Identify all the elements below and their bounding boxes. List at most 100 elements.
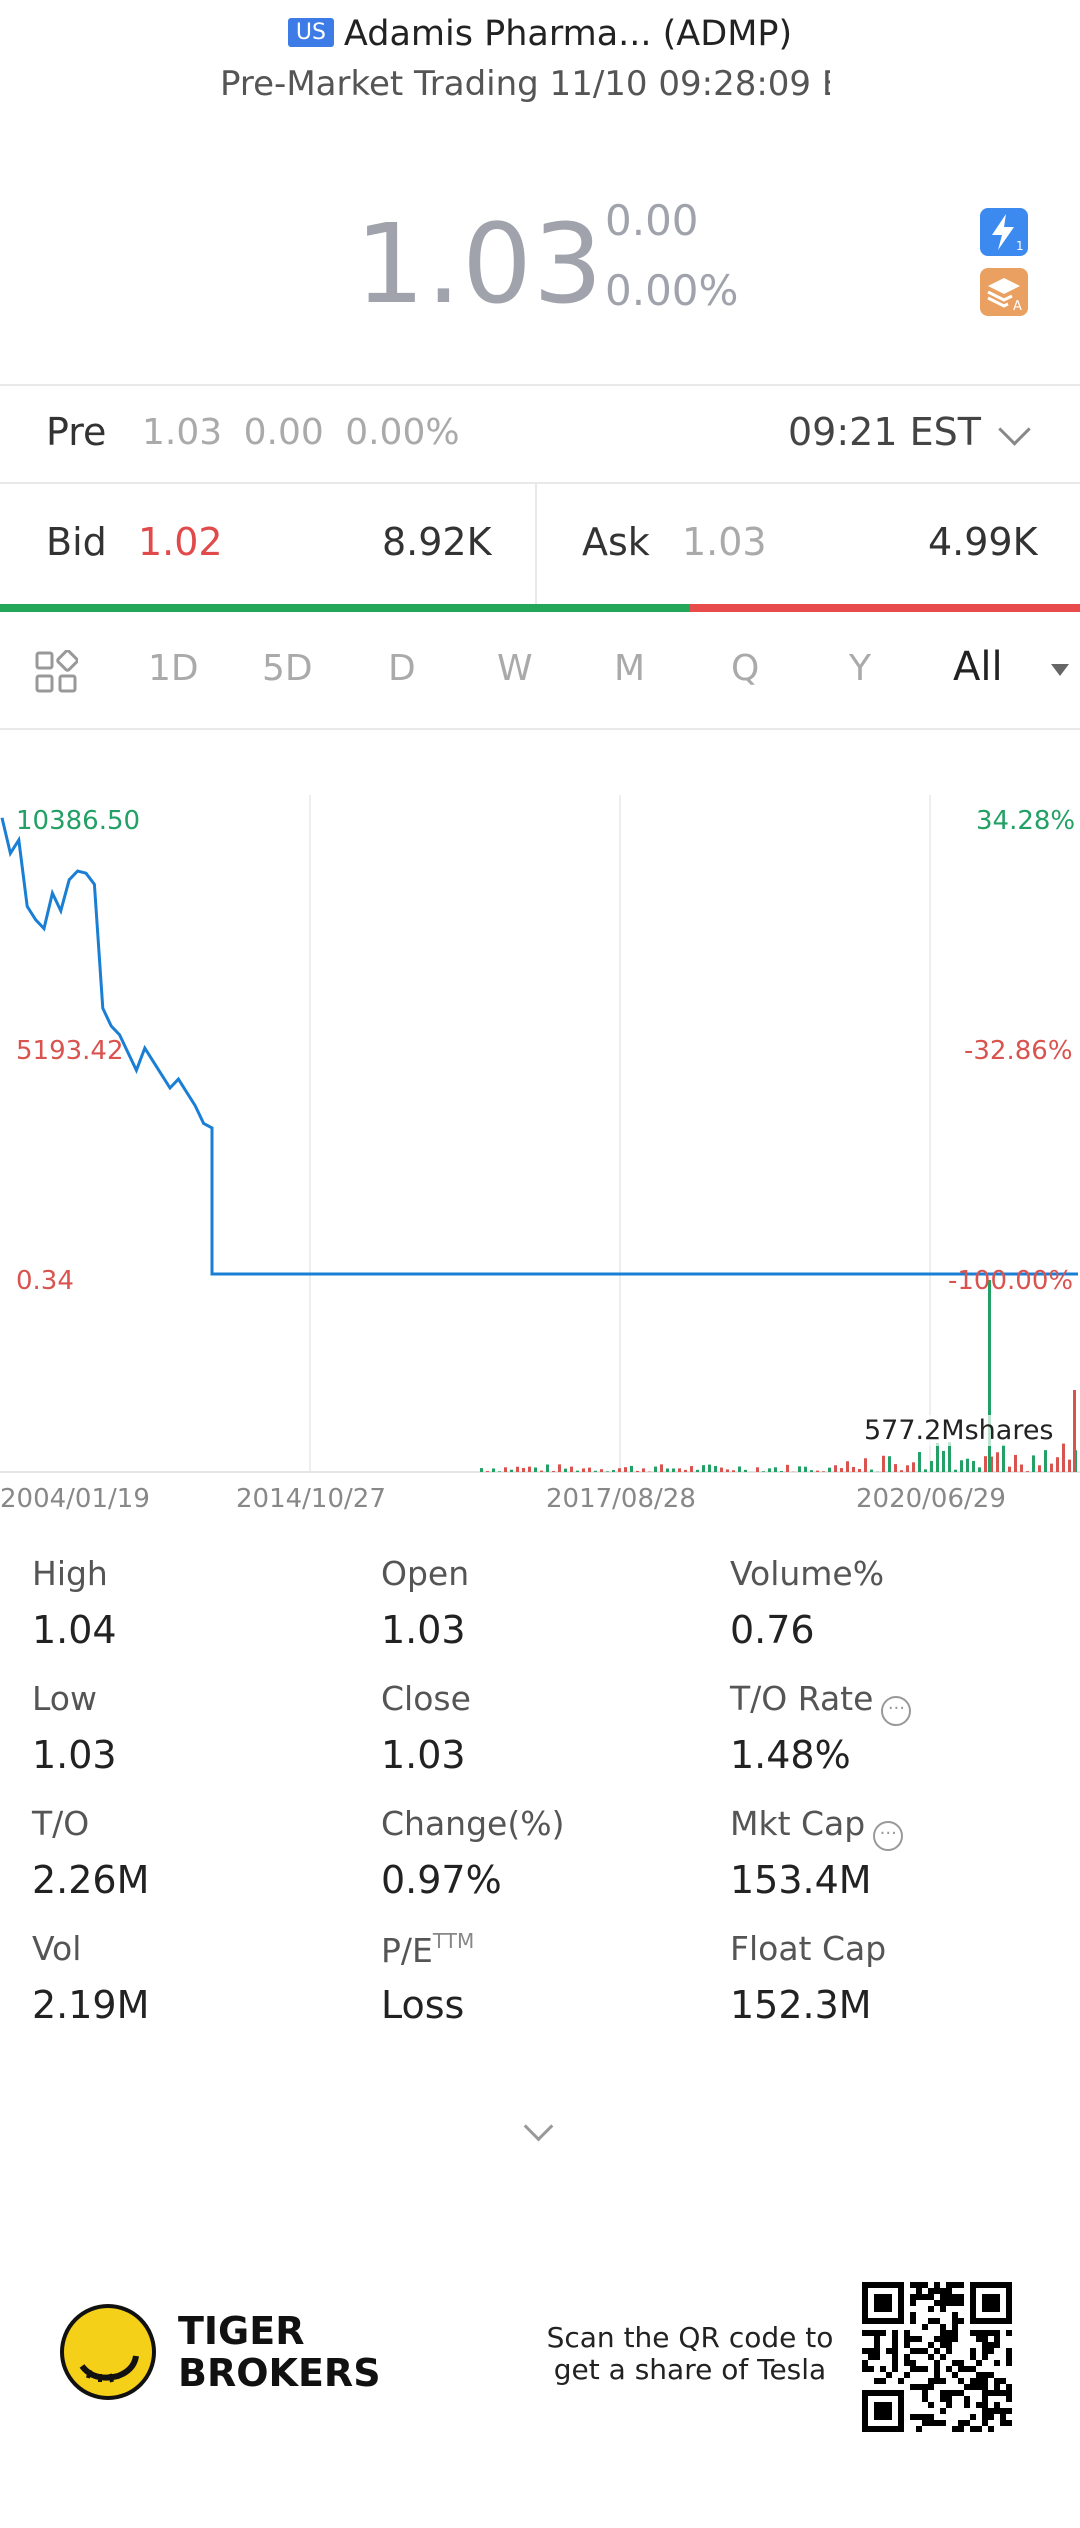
volume-bar — [624, 1467, 627, 1472]
volume-bar — [1068, 1459, 1071, 1472]
volume-bar — [912, 1462, 915, 1472]
tab-d[interactable]: D — [388, 648, 416, 689]
volume-bar — [870, 1469, 873, 1472]
volume-bar — [522, 1468, 525, 1472]
volume-bar — [666, 1468, 669, 1472]
info-icon[interactable]: ··· — [881, 1696, 912, 1726]
volume-bar — [774, 1467, 777, 1472]
volume-bar — [990, 1456, 993, 1472]
qr-code[interactable] — [862, 2282, 1012, 2432]
volume-bar — [1020, 1464, 1023, 1472]
bid-size: 8.92K — [382, 520, 492, 564]
stat-label-vol: Vol — [32, 1929, 82, 1968]
y-left-label-bottom: 0.34 — [16, 1266, 74, 1296]
pre-market-time[interactable]: 09:21 EST — [788, 410, 981, 454]
stat-label-pe: P/ETTM — [381, 1929, 474, 1970]
volume-bar — [492, 1468, 495, 1472]
tab-q[interactable]: Q — [731, 648, 760, 689]
stat-label-high: High — [32, 1554, 108, 1593]
tab-w[interactable]: W — [497, 648, 533, 689]
page-title: US Adamis Pharma... (ADMP) — [0, 14, 1080, 54]
chevron-down-icon[interactable] — [998, 413, 1031, 446]
brand-line2: BROKERS — [178, 2351, 381, 2395]
chevron-down-icon[interactable] — [523, 2111, 554, 2142]
tab-y[interactable]: Y — [849, 648, 871, 689]
grid-icon[interactable] — [34, 649, 79, 694]
volume-bar — [708, 1464, 711, 1472]
volume-bar — [720, 1467, 723, 1472]
stat-label-close: Close — [381, 1679, 471, 1718]
volume-bar — [540, 1470, 543, 1472]
volume-bar — [810, 1470, 813, 1472]
volume-bar — [924, 1469, 927, 1472]
stat-value-float-cap: 152.3M — [730, 1983, 872, 2027]
y-right-label-mid: -32.86% — [964, 1036, 1073, 1066]
volume-bar — [696, 1469, 699, 1472]
info-icon[interactable]: ··· — [873, 1821, 904, 1851]
volume-bar — [744, 1469, 747, 1472]
x-label: 2014/10/27 — [236, 1484, 386, 1514]
tab-5d[interactable]: 5D — [262, 648, 313, 689]
volume-bar — [654, 1466, 657, 1472]
volume-bar — [702, 1465, 705, 1472]
volume-bar — [1026, 1471, 1029, 1472]
volume-bar — [1038, 1465, 1041, 1472]
volume-bar — [1050, 1463, 1053, 1472]
volume-bar — [858, 1468, 861, 1472]
layers-icon[interactable]: A — [980, 268, 1028, 316]
volume-bar — [678, 1468, 681, 1472]
svg-text:A: A — [1013, 299, 1022, 314]
volume-bar — [954, 1469, 957, 1472]
volume-bar — [984, 1456, 987, 1472]
volume-bar — [612, 1470, 615, 1472]
volume-spike — [1073, 1390, 1076, 1472]
volume-bar — [588, 1467, 591, 1472]
stat-label-to-rate-text: T/O Rate — [730, 1679, 874, 1718]
volume-bar — [690, 1466, 693, 1472]
volume-label: 577.2Mshares — [864, 1415, 1054, 1446]
price-chart[interactable] — [0, 790, 1080, 1500]
bid-price: 1.02 — [138, 520, 223, 564]
volume-bar — [762, 1471, 765, 1472]
volume-bar — [546, 1464, 549, 1472]
volume-bar — [738, 1466, 741, 1472]
volume-bar — [480, 1468, 483, 1472]
y-left-label-top: 10386.50 — [16, 806, 141, 836]
stock-name: Adamis Pharma... (ADMP) — [343, 14, 793, 54]
stat-value-vol: 2.19M — [32, 1983, 150, 2027]
tab-1d[interactable]: 1D — [148, 648, 199, 689]
stat-label-low: Low — [32, 1679, 97, 1718]
caret-down-icon[interactable] — [1051, 664, 1069, 676]
ask-price: 1.03 — [682, 520, 767, 564]
volume-bar — [816, 1470, 819, 1472]
volume-bar — [558, 1464, 561, 1472]
volume-bar — [786, 1464, 789, 1472]
tab-m[interactable]: M — [614, 648, 646, 689]
y-right-label-top: 34.28% — [976, 806, 1076, 836]
volume-bar — [840, 1468, 843, 1472]
volume-bar — [1056, 1457, 1059, 1472]
price-line — [0, 817, 1078, 1276]
volume-bar — [1014, 1454, 1017, 1472]
tab-all[interactable]: All — [953, 644, 1003, 690]
stat-label-pe-text: P/E — [381, 1931, 433, 1970]
brand-line1: TIGER — [178, 2309, 305, 2353]
volume-bar — [606, 1471, 609, 1472]
divider — [535, 484, 537, 604]
volume-bar — [780, 1470, 783, 1472]
volume-bar — [642, 1468, 645, 1472]
volume-bar — [894, 1464, 897, 1472]
stat-label-to: T/O — [32, 1804, 90, 1843]
stat-value-to: 2.26M — [32, 1858, 150, 1902]
divider — [0, 482, 1080, 484]
scan-line1: Scan the QR code to — [546, 2321, 834, 2354]
stat-value-low: 1.03 — [32, 1733, 117, 1777]
lightning-icon[interactable]: 1 — [980, 208, 1028, 256]
stat-label-float-cap: Float Cap — [730, 1929, 887, 1968]
volume-bar — [906, 1465, 909, 1472]
volume-bar — [534, 1467, 537, 1472]
stat-value-volume-pct: 0.76 — [730, 1608, 815, 1652]
pre-label: Pre — [46, 410, 107, 454]
volume-bar — [582, 1468, 585, 1472]
ask-size: 4.99K — [928, 520, 1038, 564]
